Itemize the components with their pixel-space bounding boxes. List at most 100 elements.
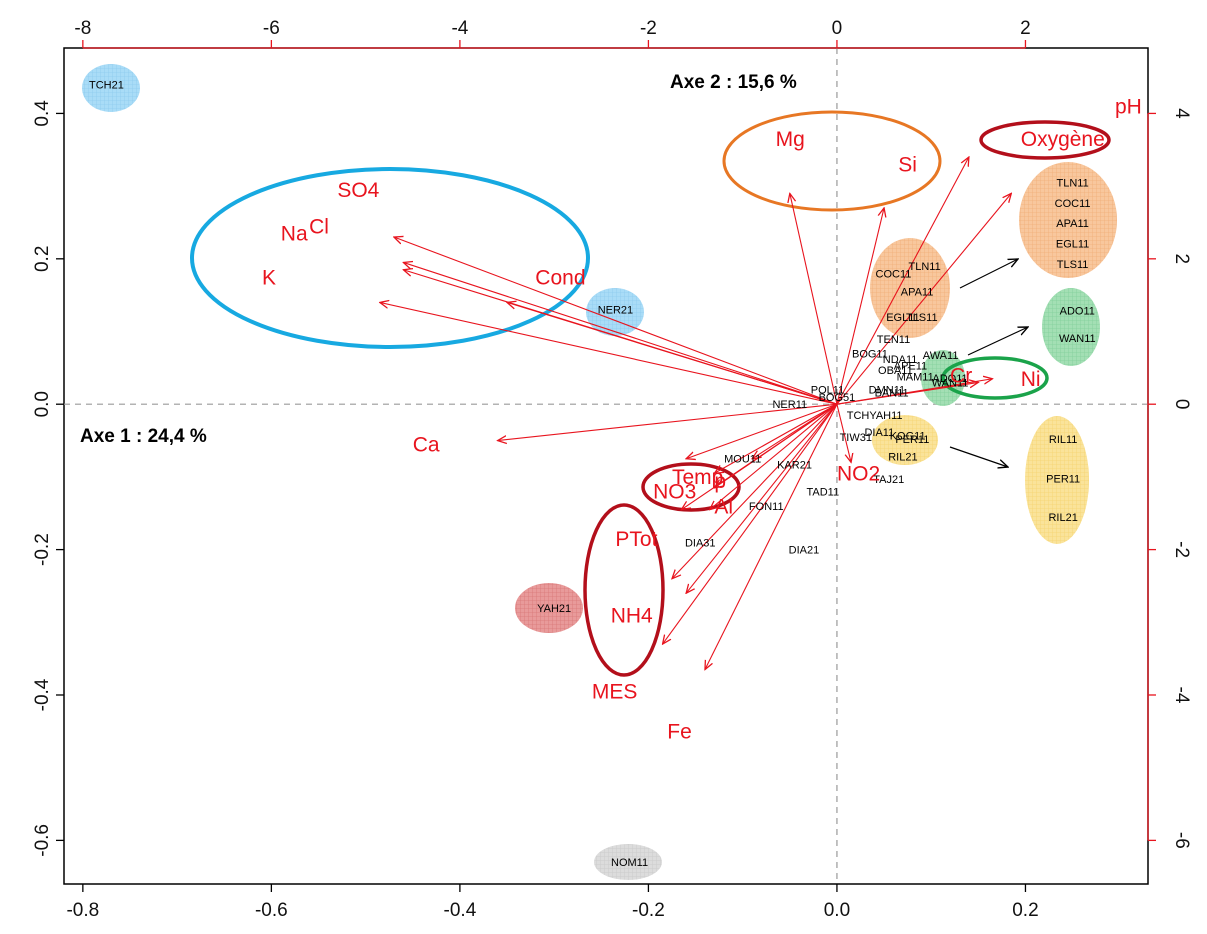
pointer-arrow-orange xyxy=(959,259,1018,289)
outline-ellipse-ptot-nh4 xyxy=(583,503,665,677)
site-label: WAN11 xyxy=(1059,333,1096,345)
site-label: YAH21 xyxy=(537,603,571,615)
variable-label: Ca xyxy=(413,433,440,456)
site-label: ADO11 xyxy=(1060,305,1095,317)
variable-label: Fe xyxy=(667,721,692,744)
site-label: TAJ21 xyxy=(873,474,904,486)
site-label: PER11 xyxy=(895,434,929,446)
variable-arrow xyxy=(686,403,838,459)
site-label: PER11 xyxy=(1046,473,1080,485)
left-tick-label: -0.2 xyxy=(32,533,53,566)
group-ellipse-nom11 xyxy=(594,844,662,880)
site-label: TCH21 xyxy=(89,79,124,91)
variable-arrow xyxy=(836,404,851,462)
pointer-arrow-green xyxy=(967,327,1028,356)
variable-arrow xyxy=(752,403,838,459)
top-tick-label: 2 xyxy=(1020,18,1031,39)
bottom-tick-label: -0.8 xyxy=(66,900,99,921)
site-label: WAN11 xyxy=(932,377,969,389)
variable-label: NH4 xyxy=(611,604,653,627)
site-label: BAN11 xyxy=(875,388,909,400)
right-tick-label: 4 xyxy=(1171,108,1192,119)
site-label: APE11 xyxy=(894,361,927,373)
group-pointer-arrows xyxy=(949,259,1028,467)
variable-arrow xyxy=(836,208,884,405)
variable-label: Al xyxy=(714,495,733,518)
variable-arrow xyxy=(710,403,838,509)
group-ellipse-yellow-small xyxy=(872,415,938,465)
variable-arrow xyxy=(394,237,838,405)
site-label: NER21 xyxy=(598,305,633,317)
variable-arrow xyxy=(403,262,838,405)
site-label: DIA11 xyxy=(864,427,894,439)
variable-label: NO2 xyxy=(837,463,880,486)
site-label: TIW31 xyxy=(840,432,872,444)
bottom-tick-label: -0.4 xyxy=(444,900,477,921)
site-label: TEN11 xyxy=(877,334,910,346)
bottom-tick-label: 0.0 xyxy=(824,900,850,921)
site-label: EGL11 xyxy=(1056,239,1089,251)
variable-arrow xyxy=(714,403,838,473)
left-tick-label: 0.0 xyxy=(32,391,53,417)
outline-ellipse-oxygene xyxy=(979,120,1111,160)
variable-arrow xyxy=(663,403,838,644)
site-label: DMN11 xyxy=(869,385,905,397)
site-label: TCHYAH11 xyxy=(847,410,903,422)
site-label: KAR21 xyxy=(777,460,812,472)
top-tick-label: -2 xyxy=(640,18,657,39)
variable-label: PTot xyxy=(615,528,657,551)
site-label: TLS11 xyxy=(906,312,938,324)
left-tick-label: -0.4 xyxy=(32,678,53,711)
site-label: TLN11 xyxy=(1056,177,1088,189)
top-tick-label: -6 xyxy=(263,18,280,39)
variable-label: Mg xyxy=(776,128,805,151)
axis2-title: Axe 2 : 15,6 % xyxy=(670,72,797,93)
outline-ellipse-cr-ni xyxy=(941,356,1049,400)
variable-arrow xyxy=(836,193,1011,405)
variable-label: Cond xyxy=(535,266,585,289)
site-label: DIA31 xyxy=(685,537,716,549)
variable-label: K xyxy=(262,266,276,289)
bottom-tick-label: -0.2 xyxy=(632,900,665,921)
site-label: TLN11 xyxy=(909,261,941,273)
variable-arrow xyxy=(836,379,993,405)
site-label: COC11 xyxy=(876,268,912,280)
group-ellipse-ner21 xyxy=(586,288,644,336)
variable-arrow xyxy=(380,302,838,405)
site-label: MOU11 xyxy=(724,454,761,466)
variable-label: Na xyxy=(281,223,308,246)
bottom-tick-label: 0.2 xyxy=(1012,900,1038,921)
site-label: NDA11 xyxy=(883,354,918,366)
site-label: TAD11 xyxy=(806,486,839,498)
site-label: EGL11 xyxy=(886,312,919,324)
site-label: RIL21 xyxy=(1048,512,1077,524)
group-ellipse-yah21 xyxy=(515,583,583,633)
pointer-arrow-yellow xyxy=(949,446,1008,467)
top-tick-label: -4 xyxy=(451,18,468,39)
site-label: FON11 xyxy=(749,501,784,513)
site-label: COC11 xyxy=(1055,198,1091,210)
bottom-tick-label: -0.6 xyxy=(255,900,288,921)
variable-label: Cr xyxy=(950,364,972,387)
outline-ellipse-mg-si xyxy=(722,110,942,212)
site-label: RIL21 xyxy=(888,452,917,464)
site-label: APA11 xyxy=(901,287,934,299)
group-ellipse-orange-large xyxy=(1019,162,1117,278)
variable-label: Ni xyxy=(1021,368,1041,391)
site-label: NOM11 xyxy=(611,857,648,869)
variable-arrows xyxy=(380,157,1012,670)
left-tick-label: 0.2 xyxy=(32,246,53,272)
variable-arrow xyxy=(507,302,838,405)
group-ellipse-tch21 xyxy=(82,64,140,112)
top-tick-label: 0 xyxy=(832,18,843,39)
axis-ticks: -0.8 -0.6 -0.4 -0.2 0.0 0.2 -8 -6 -4 -2 0 2 -0.6 -0.4… xyxy=(32,18,1192,921)
variable-arrow xyxy=(686,403,838,593)
group-ellipse-green-large xyxy=(1042,288,1100,366)
group-ellipse-orange-small xyxy=(870,238,950,338)
right-tick-label: -6 xyxy=(1171,832,1192,849)
site-label: ADO11 xyxy=(932,373,967,385)
site-label: RIL11 xyxy=(1049,434,1078,446)
right-tick-label: 2 xyxy=(1171,254,1192,265)
plot-frame xyxy=(63,47,1149,885)
